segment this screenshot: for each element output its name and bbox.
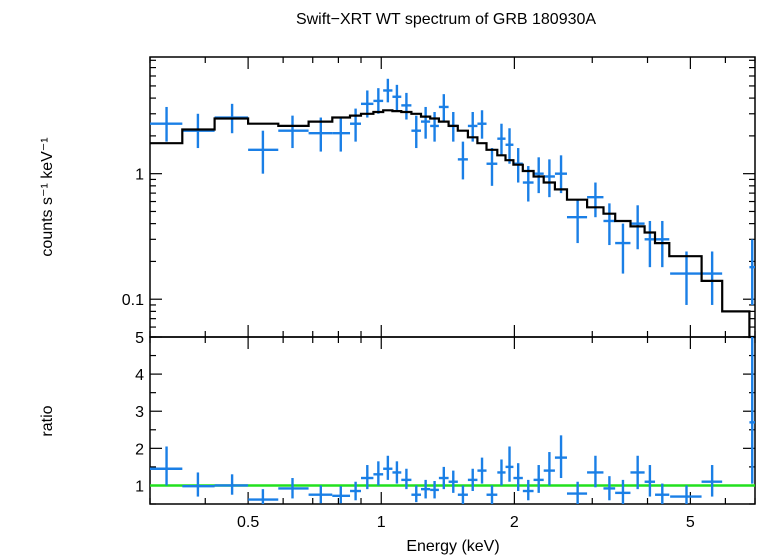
data-point: [401, 468, 412, 490]
data-point: [477, 457, 487, 484]
data-point: [350, 481, 362, 501]
data-point: [308, 117, 333, 152]
x-tick-label: 5: [686, 514, 695, 531]
ratio-axes-frame: [149, 336, 756, 505]
y-tick-label: 3: [135, 404, 144, 421]
data-point: [554, 155, 567, 194]
y-tick-label: 1: [135, 478, 144, 495]
spectrum-axes-frame: [149, 56, 756, 338]
data-point: [587, 182, 604, 218]
chart-title: Swift−XRT WT spectrum of GRB 180930A: [296, 11, 596, 28]
data-point: [644, 220, 656, 268]
data-point: [383, 78, 393, 103]
y-tick-label: 1: [135, 167, 144, 184]
data-point: [497, 123, 506, 156]
data-point: [505, 128, 514, 164]
y-tick-label: 2: [135, 441, 144, 458]
data-point: [566, 199, 588, 244]
data-point: [457, 485, 468, 504]
data-point: [587, 455, 604, 488]
data-point: [543, 159, 555, 198]
data-point: [421, 106, 431, 139]
data-point: [278, 478, 309, 499]
data-point: [566, 481, 588, 504]
data-point: [350, 108, 362, 142]
x-tick-label: 0.5: [237, 514, 259, 531]
data-point: [150, 446, 183, 486]
data-point: [421, 479, 431, 499]
data-point: [513, 463, 523, 492]
spectrum-y-axis-label: counts s⁻¹ keV⁻¹: [39, 137, 56, 256]
data-point: [505, 446, 514, 482]
x-tick-label: 2: [510, 514, 519, 531]
data-point: [749, 337, 755, 484]
x-axis-label: Energy (keV): [406, 538, 499, 555]
data-point: [411, 485, 422, 503]
data-point: [438, 94, 449, 122]
data-point: [554, 435, 567, 479]
x-tick-label: 1: [377, 514, 386, 531]
data-point: [644, 465, 656, 497]
data-point: [182, 472, 215, 497]
data-point: [522, 479, 534, 501]
y-tick-label: 5: [135, 330, 144, 347]
data-point: [457, 141, 468, 180]
data-point: [701, 465, 723, 497]
model-curve: [150, 109, 755, 339]
data-point: [543, 452, 555, 486]
data-point: [332, 117, 351, 152]
data-point: [497, 459, 506, 486]
data-point: [438, 466, 449, 490]
data-point: [150, 106, 183, 142]
data-point: [603, 476, 616, 501]
data-point: [486, 148, 498, 186]
data-point: [603, 203, 616, 246]
data-point: [749, 239, 755, 305]
data-point: [615, 479, 631, 504]
data-point: [401, 92, 412, 120]
data-point: [701, 251, 723, 305]
data-point: [411, 115, 422, 149]
data-point: [308, 485, 333, 504]
data-point: [214, 474, 249, 495]
data-point: [430, 480, 439, 499]
data-point: [533, 465, 544, 493]
data-point: [182, 113, 215, 149]
data-point: [373, 88, 384, 114]
data-point: [383, 455, 393, 480]
ratio-panel: 1 2 3 4 5 0.5 1 2 5: [135, 330, 756, 531]
data-point: [392, 461, 402, 484]
data-point: [670, 251, 702, 305]
y-tick-label: 4: [135, 367, 144, 384]
data-point: [670, 485, 702, 504]
ratio-y-axis-label: ratio: [39, 405, 56, 436]
data-point: [278, 115, 309, 149]
data-point: [486, 485, 498, 504]
data-point: [467, 468, 478, 492]
data-point: [332, 486, 351, 504]
data-point: [615, 223, 631, 274]
data-point: [430, 111, 439, 142]
data-point: [533, 157, 544, 194]
data-point: [248, 130, 279, 174]
data-point: [655, 483, 670, 504]
data-point: [448, 470, 458, 493]
data-point: [373, 461, 384, 486]
data-point: [248, 489, 279, 504]
data-point: [361, 465, 374, 490]
spectrum-panel: 0.11: [122, 56, 756, 339]
data-point: [392, 84, 402, 111]
data-point: [477, 110, 487, 139]
data-point: [630, 455, 645, 490]
y-tick-label: 0.1: [122, 292, 144, 309]
